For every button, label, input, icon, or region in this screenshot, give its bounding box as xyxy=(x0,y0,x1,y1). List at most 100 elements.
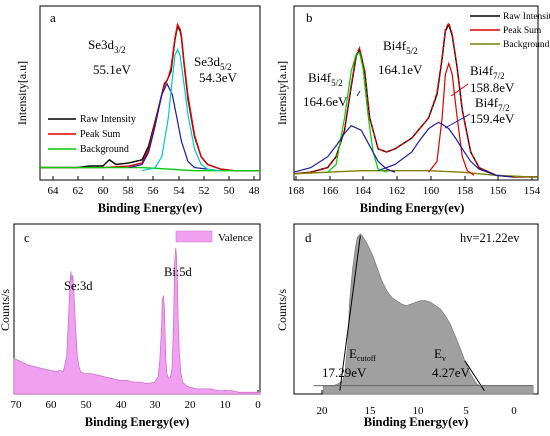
panel-label: c xyxy=(24,230,30,245)
annotation-subscript: 3/2 xyxy=(114,45,126,55)
annotation-ecutoff: Ecutoff 17.29eV xyxy=(322,346,376,380)
svg-text:Ev: Ev xyxy=(434,346,446,363)
tick-label: 54 xyxy=(174,185,186,197)
plot-area-b xyxy=(293,21,538,178)
annotation-se3d52: Se3d5/2 54.3eV xyxy=(194,54,238,85)
annotation-main: Se3d xyxy=(88,37,115,52)
svg-text:Se3d5/2: Se3d5/2 xyxy=(194,54,232,72)
annotation-value: 17.29eV xyxy=(322,365,367,380)
tick-label: 10 xyxy=(413,405,425,417)
legend-label: Raw Intensity xyxy=(503,12,550,22)
annotation-main: E xyxy=(434,346,442,361)
annotation-bi5d: Bi:5d xyxy=(164,265,193,279)
plot-area-c xyxy=(13,247,261,395)
annotation-value: 54.3eV xyxy=(199,70,238,85)
annotation-subscript: 5/2 xyxy=(220,62,232,72)
tick-label: 70 xyxy=(11,399,23,411)
y-axis-label: Intensity[a.u] xyxy=(15,61,29,125)
svg-text:Bi4f5/2: Bi4f5/2 xyxy=(308,70,343,88)
tick-label: 20 xyxy=(317,405,329,417)
tick-label: 0 xyxy=(255,399,261,411)
tick-label: 20 xyxy=(185,399,197,411)
series-line-2 xyxy=(40,22,260,172)
tick-label: 15 xyxy=(365,405,377,417)
tick-label: 52 xyxy=(199,185,210,197)
annotation-bi4f52-164-1: Bi4f5/2 164.1eV xyxy=(378,38,423,77)
panel-label: d xyxy=(305,230,312,245)
annotation-subscript: 5/2 xyxy=(331,78,343,88)
tick-label: 0 xyxy=(511,405,517,417)
guide-line-1 xyxy=(339,235,361,391)
tick-label: 62 xyxy=(73,185,84,197)
x-axis-label: Binding Energy(ev) xyxy=(360,201,465,215)
svg-text:Ecutoff: Ecutoff xyxy=(349,346,376,363)
svg-text:Bi4f7/2: Bi4f7/2 xyxy=(475,95,510,113)
plot-area-d xyxy=(313,233,534,395)
tick-label: 156 xyxy=(490,185,507,197)
tick-label: 160 xyxy=(423,185,440,197)
x-ticks: 168 166 164 162 160 158 156 154 xyxy=(288,176,541,197)
series-line-2 xyxy=(293,21,538,178)
annotation-value: 55.1eV xyxy=(93,62,132,77)
annotation-value: 158.8eV xyxy=(470,80,515,95)
tick-label: 50 xyxy=(224,185,236,197)
tick-label: 5 xyxy=(463,405,469,417)
series-area-1 xyxy=(13,247,261,395)
annotation-main: Se3d xyxy=(194,54,221,69)
legend-label: Background xyxy=(503,40,550,50)
series-line-6 xyxy=(327,51,387,173)
annotation-main: Bi4f xyxy=(470,63,494,78)
annotation-value: 159.4eV xyxy=(470,111,515,126)
series-line-3 xyxy=(293,169,538,178)
annotation-se3d: Se:3d xyxy=(64,279,93,293)
legend-label: Background xyxy=(80,144,129,155)
annotation-bi4f52-164-6: Bi4f5/2 164.6eV xyxy=(303,70,348,109)
annotation-main: E xyxy=(349,346,357,361)
legend: Raw Intensity Peak Sum Background xyxy=(470,12,550,50)
tick-label: 10 xyxy=(220,399,232,411)
legend-swatch xyxy=(175,230,213,243)
tick-label: 64 xyxy=(48,185,60,197)
leader-line xyxy=(444,113,471,129)
annotation-bi4f72-158-8: Bi4f7/2 158.8eV xyxy=(470,63,515,95)
annotation-se3d32: Se3d3/2 55.1eV xyxy=(88,37,132,77)
annotation-subscript: cutoff xyxy=(357,354,376,363)
tick-label: 154 xyxy=(524,185,541,197)
x-axis-label: Binding Energy(ev) xyxy=(98,201,203,215)
legend-label: Raw Intensity xyxy=(80,114,136,125)
tick-label: 50 xyxy=(81,399,93,411)
x-axis-label: Binding Energy(ev) xyxy=(85,415,190,429)
panel-d: d Counts/s Binding Energy(ev) 20 15 10 5… xyxy=(275,223,539,429)
svg-text:Se3d3/2: Se3d3/2 xyxy=(88,37,126,55)
tick-label: 40 xyxy=(116,399,128,411)
tick-label: 58 xyxy=(123,185,135,197)
plot-frame xyxy=(293,5,539,181)
series-line-7 xyxy=(293,124,396,173)
plot-frame xyxy=(39,5,261,181)
tick-label: 164 xyxy=(355,185,372,197)
tick-label: 158 xyxy=(457,185,474,197)
x-ticks: 64 62 60 58 56 54 52 50 48 xyxy=(48,176,260,197)
panel-label: a xyxy=(50,10,56,25)
legend: Raw Intensity Peak Sum Background xyxy=(48,114,136,155)
panel-a: a Intensity[a.u] Binding Energy(ev) 64 6… xyxy=(15,5,261,215)
legend: Valence xyxy=(175,230,253,244)
plot-frame xyxy=(13,223,261,395)
legend-label: Valence xyxy=(218,232,253,244)
panel-c: c Counts/s Binding Energy(ev) 70 60 50 4… xyxy=(0,223,261,429)
panel-b: b Intensity[a.u] Binding Energy(ev) 168 … xyxy=(275,5,550,215)
y-axis-label: Counts/s xyxy=(275,289,289,331)
annotation-subscript: 5/2 xyxy=(406,46,418,56)
series-line-5 xyxy=(141,47,221,172)
annotation-ev: Ev 4.27eV xyxy=(432,346,471,380)
series-line-5 xyxy=(377,121,513,178)
annotation-subscript: 7/2 xyxy=(498,103,510,113)
annotation-main: Bi4f xyxy=(475,95,499,110)
tick-label: 60 xyxy=(98,185,110,197)
y-axis-label: Counts/s xyxy=(0,289,12,331)
panel-label: b xyxy=(306,10,313,25)
annotation-main: Bi4f xyxy=(308,70,332,85)
annotation-subscript: v xyxy=(442,354,446,363)
annotation-hv: hv=21.22ev xyxy=(460,231,520,245)
